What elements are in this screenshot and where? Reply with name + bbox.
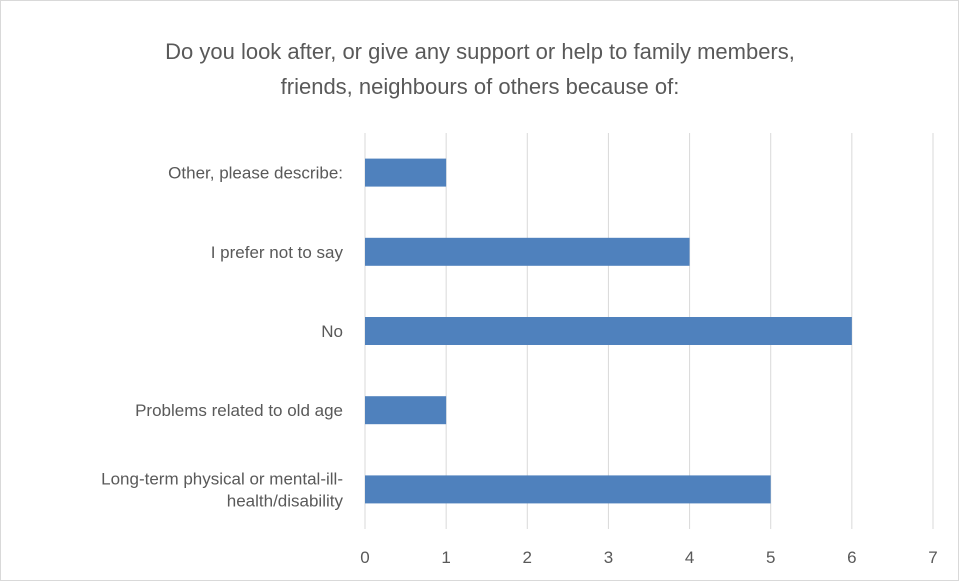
x-tick-label: 0 xyxy=(360,548,369,567)
x-tick-label: 7 xyxy=(928,548,937,567)
bar xyxy=(365,317,852,345)
bar xyxy=(365,396,447,425)
x-tick-label: 1 xyxy=(441,548,450,567)
bars xyxy=(365,158,852,504)
x-tick-label: 5 xyxy=(766,548,775,567)
x-axis-tick-labels: 0 1 2 3 4 5 6 7 xyxy=(360,548,937,567)
category-label: Problems related to old age xyxy=(135,401,343,420)
chart-title-line: Do you look after, or give any support o… xyxy=(165,39,795,64)
category-label: No xyxy=(321,322,343,341)
chart-title: Do you look after, or give any support o… xyxy=(165,39,795,99)
category-label: I prefer not to say xyxy=(211,243,344,262)
chart-title-line: friends, neighbours of others because of… xyxy=(281,74,680,99)
category-label: health/disability xyxy=(227,491,344,510)
category-label: Other, please describe: xyxy=(168,164,343,183)
category-labels: Other, please describe: I prefer not to s… xyxy=(101,164,343,511)
x-tick-label: 4 xyxy=(685,548,694,567)
category-label: Long-term physical or mental-ill- xyxy=(101,469,343,488)
x-tick-label: 6 xyxy=(847,548,856,567)
x-tick-label: 3 xyxy=(604,548,613,567)
bar xyxy=(365,237,690,266)
bar xyxy=(365,158,447,187)
x-tick-label: 2 xyxy=(523,548,532,567)
bar xyxy=(365,475,771,504)
